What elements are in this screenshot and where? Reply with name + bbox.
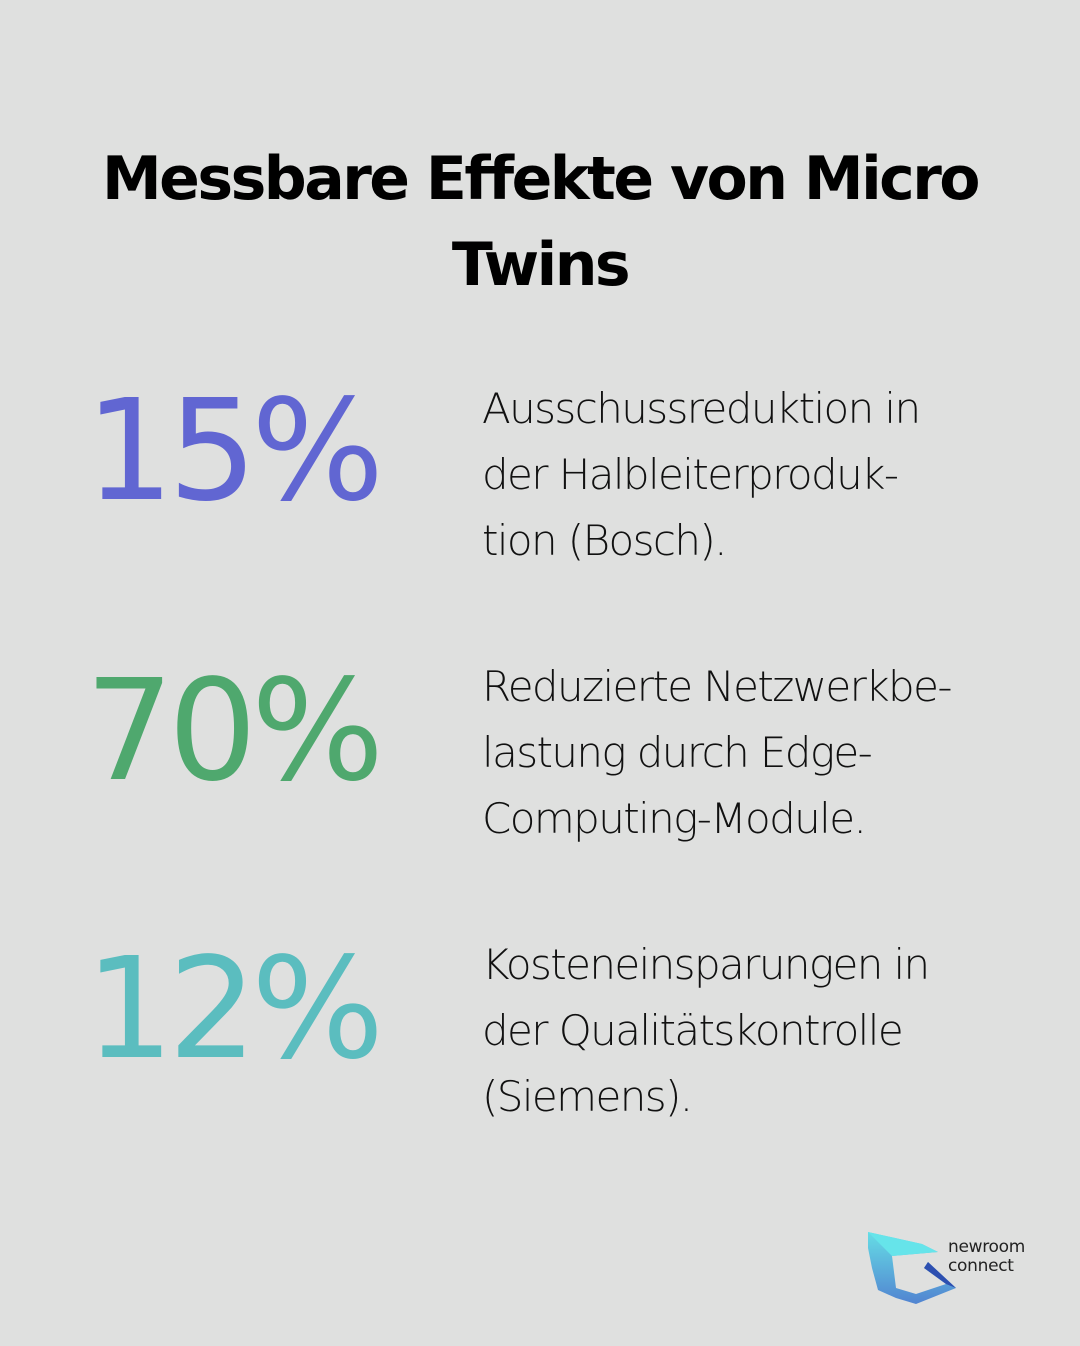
newroom-connect-logo: newroom connect bbox=[866, 1228, 1046, 1304]
newroom-connect-logo-icon bbox=[868, 1232, 956, 1304]
stat-description-line: Kosteneinsparungen in bbox=[482, 940, 930, 989]
stat-description-line: Ausschussreduktion in bbox=[482, 384, 921, 433]
stat-description-line: Reduzierte Netzwerkbe- bbox=[482, 662, 953, 711]
stat-value: 15% bbox=[85, 370, 384, 533]
stat-description-line: lastung durch Edge- bbox=[482, 728, 873, 777]
stat-description-line: Computing-Module. bbox=[482, 794, 867, 843]
stat-description-line: tion (Bosch). bbox=[482, 516, 728, 565]
stat-description: Kosteneinsparungen in der Qualitätskontr… bbox=[482, 932, 1042, 1130]
logo-text: newroom connect bbox=[948, 1238, 1025, 1276]
stat-value: 12% bbox=[85, 928, 384, 1091]
stat-row-3: 12% Kosteneinsparungen in der Qualitätsk… bbox=[0, 920, 1080, 1140]
stat-description: Ausschussreduktion in der Halbleiterprod… bbox=[482, 376, 1042, 574]
logo-text-line-1: newroom bbox=[948, 1237, 1026, 1257]
title-line-1: Messbare Effekte von Micro bbox=[101, 144, 981, 215]
logo-text-line-2: connect bbox=[948, 1256, 1014, 1276]
stat-description: Reduzierte Netzwerkbe- lastung durch Edg… bbox=[482, 654, 1042, 852]
page-title: Messbare Effekte von Micro Twins bbox=[0, 136, 1080, 308]
stat-description-line: (Siemens). bbox=[482, 1072, 693, 1121]
stat-value: 70% bbox=[85, 650, 384, 813]
stat-row-1: 15% Ausschussreduktion in der Halbleiter… bbox=[0, 362, 1080, 582]
stat-row-2: 70% Reduzierte Netzwerkbe- lastung durch… bbox=[0, 642, 1080, 862]
stat-description-line: der Qualitätskontrolle bbox=[482, 1006, 904, 1055]
title-line-2: Twins bbox=[451, 230, 631, 301]
stat-description-line: der Halbleiterproduk- bbox=[482, 450, 899, 499]
